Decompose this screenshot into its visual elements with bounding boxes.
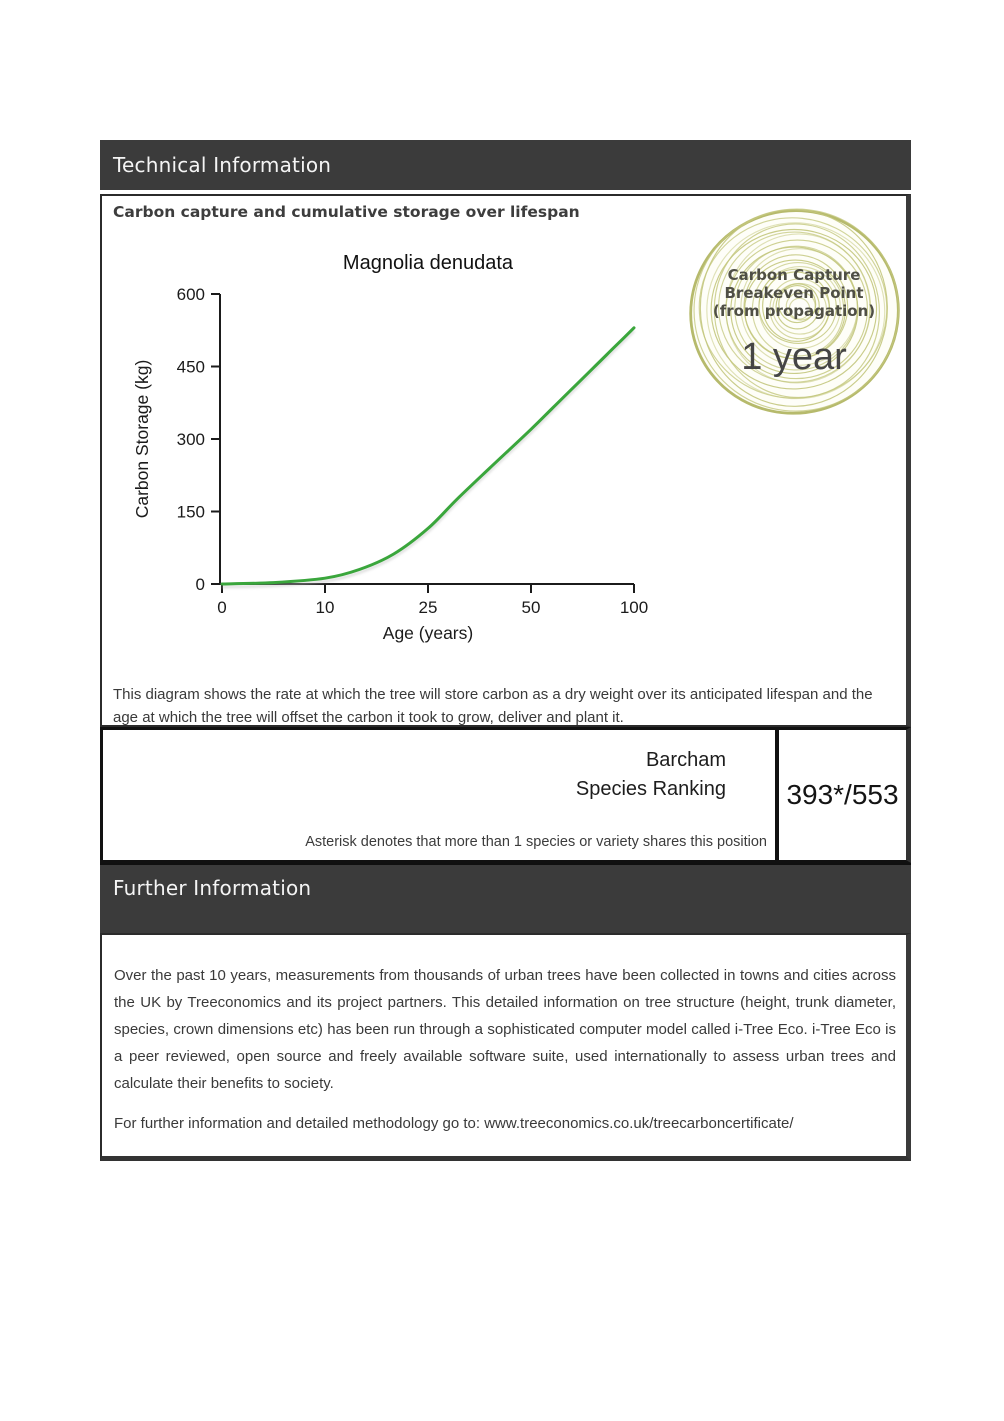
svg-text:600: 600 (177, 285, 205, 304)
y-axis-label: Carbon Storage (kg) (132, 360, 152, 519)
svg-text:10: 10 (316, 598, 335, 617)
species-ranking-value-cell: 393*/553 (775, 730, 906, 860)
x-axis-label: Age (years) (383, 623, 473, 643)
svg-text:0: 0 (217, 598, 226, 617)
carbon-storage-curve (220, 326, 636, 589)
technical-information-title: Technical Information (113, 153, 332, 177)
tree-rings (689, 208, 900, 415)
certificate-card: Technical Information Carbon capture and… (100, 138, 911, 1161)
methodology-link-line: For further information and detailed met… (114, 1110, 896, 1137)
breakeven-badge: Carbon Capture Breakeven Point (from pro… (686, 200, 902, 416)
breakeven-badge-title: Carbon Capture Breakeven Point (from pro… (686, 266, 902, 320)
species-ranking-label-cell: Barcham Species Ranking Asterisk denotes… (103, 730, 775, 860)
badge-title-line-2: Breakeven Point (724, 284, 864, 302)
ranking-label-line-1: Barcham (645, 749, 726, 771)
further-information-header: Further Information (100, 863, 911, 933)
tree-rings-illustration (689, 208, 900, 415)
svg-text:100: 100 (620, 598, 648, 617)
asterisk-footnote: Asterisk denotes that more than 1 specie… (305, 834, 767, 850)
methodology-link-prefix: For further information and detailed met… (114, 1115, 485, 1132)
svg-text:25: 25 (419, 598, 438, 617)
svg-text:50: 50 (522, 598, 541, 617)
methodology-url[interactable]: www.treeconomics.co.uk/treecarboncertifi… (484, 1115, 794, 1132)
ranking-label-line-2: Species Ranking (575, 778, 726, 800)
chart-section-title: Carbon capture and cumulative storage ov… (113, 203, 580, 221)
technical-information-header: Technical Information (100, 140, 911, 190)
badge-title-line-1: Carbon Capture (727, 266, 861, 284)
carbon-storage-chart: Magnolia denudata Carbon Storage (kg) Ag… (132, 252, 649, 643)
further-information-title: Further Information (113, 876, 312, 900)
species-ranking-label: Barcham Species Ranking (576, 746, 726, 804)
breakeven-value: 1 year (741, 336, 847, 378)
technical-section: Carbon capture and cumulative storage ov… (100, 194, 911, 727)
species-ranking-box: Barcham Species Ranking Asterisk denotes… (100, 727, 911, 863)
badge-title-line-3: (from propagation) (712, 302, 876, 320)
svg-text:300: 300 (177, 430, 205, 449)
diagram-note: This diagram shows the rate at which the… (113, 686, 873, 726)
further-information-section: Over the past 10 years, measurements fro… (100, 933, 911, 1161)
svg-text:150: 150 (177, 503, 205, 522)
species-ranking-value: 393*/553 (786, 779, 899, 810)
chart-axes: 0 150 300 450 600 0 10 25 50 100 (177, 285, 649, 617)
chart-title: Magnolia denudata (343, 252, 514, 274)
svg-text:450: 450 (177, 358, 205, 377)
svg-text:0: 0 (196, 575, 205, 594)
further-information-paragraph: Over the past 10 years, measurements fro… (114, 967, 896, 1092)
